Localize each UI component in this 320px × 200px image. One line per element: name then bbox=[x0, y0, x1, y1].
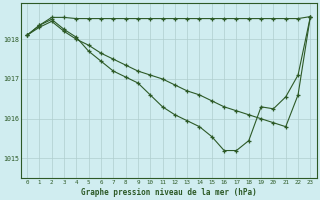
X-axis label: Graphe pression niveau de la mer (hPa): Graphe pression niveau de la mer (hPa) bbox=[81, 188, 257, 197]
